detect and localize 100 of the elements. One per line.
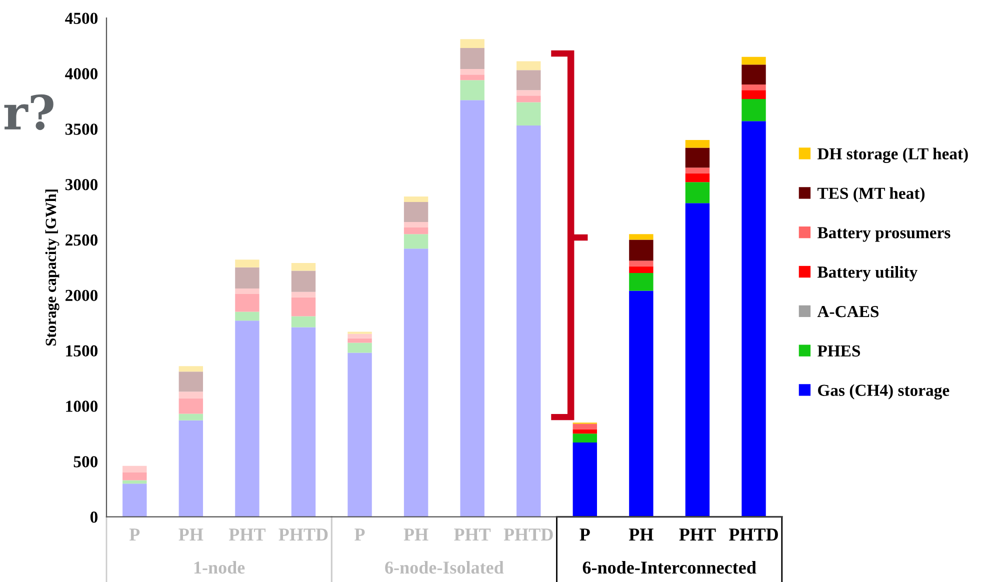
bar — [291, 270, 316, 292]
text: 6-node-Interconnected — [582, 561, 756, 574]
bar — [516, 126, 541, 517]
bar — [742, 84, 766, 90]
bar — [122, 466, 147, 472]
legend-label: Gas (CH4) storage — [818, 384, 950, 400]
bar — [629, 272, 654, 291]
x-tick-label: PH — [404, 528, 428, 540]
bar — [235, 294, 260, 312]
bar — [516, 96, 541, 102]
bar — [516, 90, 541, 96]
bar — [572, 434, 598, 443]
legend-label: PHES — [817, 345, 860, 357]
bar — [178, 414, 204, 420]
bar — [291, 292, 316, 298]
legend-label: A-CAES — [817, 306, 879, 318]
bar — [685, 148, 710, 168]
bar — [460, 74, 484, 80]
bar — [572, 429, 598, 434]
bar — [291, 316, 316, 328]
x-tick-label: PHT — [679, 528, 716, 540]
x-tick-label: PH — [178, 528, 204, 540]
bar — [122, 480, 147, 484]
bar — [178, 366, 204, 372]
bar — [685, 182, 710, 204]
y-tick-label: 500 — [74, 456, 98, 468]
bar — [404, 234, 428, 249]
bar — [178, 398, 204, 414]
bar — [460, 48, 484, 70]
bar — [572, 424, 598, 430]
text: 1-node — [194, 561, 245, 574]
y-tick-label: 1500 — [66, 345, 98, 357]
bar — [460, 69, 484, 75]
bar — [629, 260, 654, 266]
bar — [685, 140, 710, 148]
x-tick-label: PHTD — [278, 528, 328, 540]
bar — [629, 234, 654, 240]
bar — [235, 312, 260, 321]
x-tick-label: PH — [628, 528, 654, 540]
y-tick-label: 1000 — [66, 400, 98, 412]
y-tick-label: 3500 — [65, 124, 98, 135]
legend-label: TES (MT heat) — [817, 187, 925, 202]
bar — [235, 320, 260, 517]
y-tick-label: 3000 — [65, 179, 98, 190]
x-tick-label: P — [580, 528, 590, 540]
x-tick-label: PHT — [228, 528, 266, 540]
bar — [235, 288, 260, 294]
bar — [178, 420, 204, 517]
bar — [742, 56, 766, 65]
text: 6-node-Isolated — [385, 561, 504, 574]
bar — [178, 372, 204, 392]
bar — [404, 248, 428, 517]
bar — [460, 80, 484, 100]
bar — [516, 102, 541, 126]
bar — [685, 168, 710, 174]
bar — [516, 70, 541, 90]
y-tick-label: 0 — [90, 512, 98, 523]
y-tick-label: 2500 — [66, 234, 98, 246]
legend-label: DH storage (LT heat) — [818, 148, 968, 163]
x-tick-label: P — [354, 528, 365, 540]
bar — [742, 90, 766, 99]
legend-label: Battery utility — [817, 266, 918, 282]
bar — [629, 240, 654, 261]
bar — [572, 442, 598, 517]
bar — [404, 228, 428, 234]
bar — [685, 173, 710, 182]
x-tick-label: PHTD — [504, 528, 553, 540]
bar — [291, 262, 316, 271]
y-tick-label: 2000 — [66, 290, 98, 302]
bar — [629, 266, 654, 273]
bar — [685, 203, 710, 517]
bar — [404, 202, 428, 222]
bar — [629, 290, 654, 517]
bar — [460, 100, 484, 517]
legend-label: Battery prosumers — [817, 227, 950, 242]
bar — [348, 342, 372, 353]
bar — [235, 267, 260, 288]
bar — [122, 472, 147, 480]
bar — [348, 352, 372, 517]
bar — [235, 260, 260, 268]
bar — [516, 61, 541, 70]
bar — [742, 121, 766, 517]
y-tick-label: 4500 — [65, 12, 98, 24]
bar — [460, 39, 484, 48]
bar — [178, 392, 204, 398]
x-tick-label: PHTD — [728, 528, 778, 540]
bar — [742, 98, 766, 122]
bar — [742, 64, 766, 85]
x-tick-label: P — [129, 528, 140, 540]
y-axis-title: Storage capacity [GWh] — [45, 190, 60, 346]
bar — [348, 334, 372, 338]
y-tick-label: 4000 — [65, 68, 98, 80]
bar — [404, 196, 428, 202]
bar — [291, 297, 316, 316]
text: r? — [4, 94, 54, 130]
x-tick-label: PHT — [454, 528, 491, 540]
bar — [348, 338, 372, 343]
bar — [122, 484, 147, 517]
bar — [291, 327, 316, 517]
bar — [404, 222, 428, 228]
